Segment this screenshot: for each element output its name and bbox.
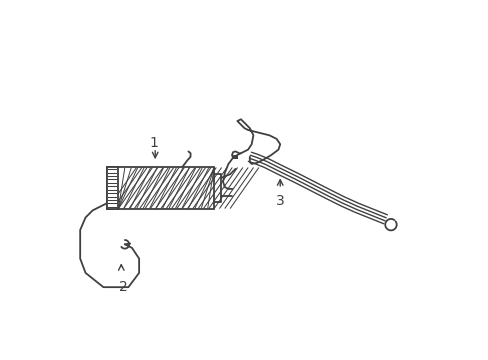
Text: 3: 3 [275, 194, 284, 208]
Text: 1: 1 [149, 136, 158, 150]
Bar [107, 167, 118, 208]
Bar [107, 167, 214, 208]
Text: 2: 2 [119, 280, 127, 294]
